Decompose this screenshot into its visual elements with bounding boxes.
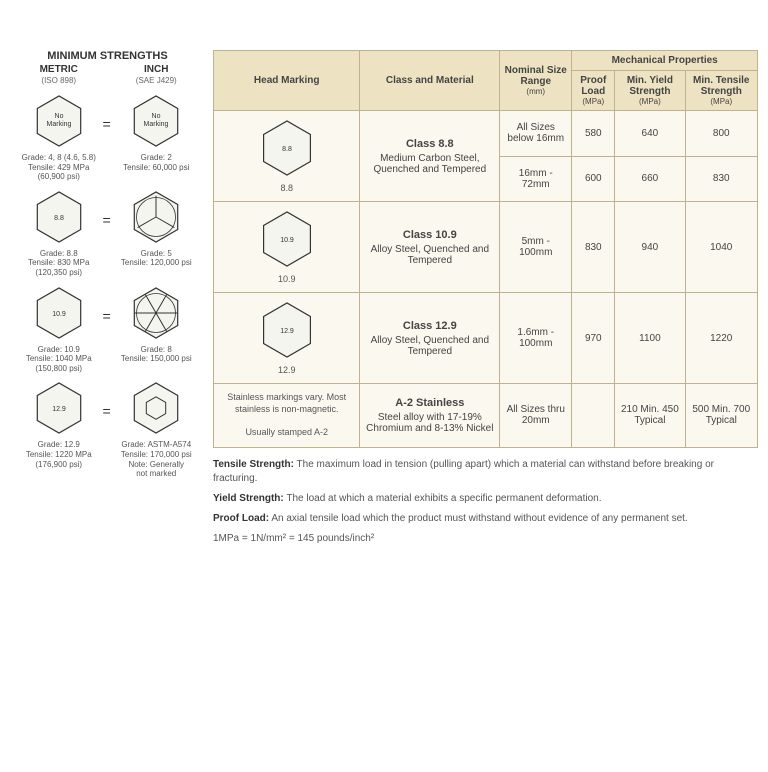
head-marking-cell: 8.88.8 [214, 111, 360, 202]
class-material-cell: Class 10.9Alloy Steel, Quenched and Temp… [360, 202, 500, 293]
table-row: 12.912.9Class 12.9Alloy Steel, Quenched … [214, 293, 758, 384]
yield-cell: 210 Min. 450 Typical [615, 384, 685, 448]
table-row: 10.910.9Class 10.9Alloy Steel, Quenched … [214, 202, 758, 293]
svg-text:8.8: 8.8 [282, 146, 292, 153]
size-cell: All Sizes below 16mm [500, 111, 572, 157]
main-table: Head Marking Class and Material Nominal … [213, 50, 758, 448]
svg-text:8.8: 8.8 [54, 215, 64, 222]
def-proof-text: An axial tensile load which the product … [269, 513, 688, 524]
svg-text:No: No [54, 113, 63, 120]
table-row: 8.88.8Class 8.8Medium Carbon Steel, Quen… [214, 111, 758, 157]
proof-cell: 600 [572, 156, 615, 202]
proof-cell: 830 [572, 202, 615, 293]
th-head-marking: Head Marking [214, 51, 360, 111]
head-marking-cell: 10.910.9 [214, 202, 360, 293]
def-tensile-label: Tensile Strength: [213, 459, 294, 470]
tensile-cell: 500 Min. 700 Typical [685, 384, 757, 448]
tensile-cell: 830 [685, 156, 757, 202]
inch-info: Grade: 5Tensile: 120,000 psi [108, 249, 206, 268]
hex-icon [129, 190, 183, 244]
metric-label: METRIC [40, 64, 78, 75]
definitions: Tensile Strength: The maximum load in te… [213, 458, 758, 546]
inch-sub: (SAE J429) [136, 76, 177, 85]
class-material-cell: Class 12.9Alloy Steel, Quenched and Temp… [360, 293, 500, 384]
inch-info: Grade: 2Tensile: 60,000 psi [108, 153, 206, 172]
def-yield-label: Yield Strength: [213, 493, 284, 504]
head-marking-note: Stainless markings vary. Most stainless … [214, 384, 360, 448]
size-cell: 5mm - 100mm [500, 202, 572, 293]
tensile-cell: 1220 [685, 293, 757, 384]
unit-headers: METRIC(ISO 898) INCH(SAE J429) [10, 64, 205, 86]
metric-sub: (ISO 898) [41, 76, 76, 85]
equiv-row: NoMarkingGrade: 4, 8 (4.6, 5.8)Tensile: … [10, 94, 205, 182]
def-yield-text: The load at which a material exhibits a … [284, 493, 602, 504]
th-tensile: Min. Tensile Strength(MPa) [685, 71, 757, 111]
metric-info: Grade: 12.9Tensile: 1220 MPa(176,900 psi… [10, 440, 108, 469]
inch-info: Grade: ASTM-A574Tensile: 170,000 psiNote… [108, 440, 206, 478]
hex-icon: 8.8 [258, 119, 316, 177]
class-material-cell: Class 8.8Medium Carbon Steel, Quenched a… [360, 111, 500, 202]
th-class-material: Class and Material [360, 51, 500, 111]
equiv-row: 10.9 Grade: 10.9Tensile: 1040 MPa(150,800… [10, 286, 205, 374]
head-marking-cell: 12.912.9 [214, 293, 360, 384]
class-material-cell: A-2 StainlessSteel alloy with 17-19% Chr… [360, 384, 500, 448]
th-mech: Mechanical Properties [572, 51, 758, 71]
proof-cell [572, 384, 615, 448]
size-cell: 16mm - 72mm [500, 156, 572, 202]
table-row: Stainless markings vary. Most stainless … [214, 384, 758, 448]
yield-cell: 940 [615, 202, 685, 293]
hex-icon: 10.9 [32, 286, 86, 340]
yield-cell: 660 [615, 156, 685, 202]
th-proof: Proof Load(MPa) [572, 71, 615, 111]
proof-cell: 580 [572, 111, 615, 157]
metric-info: Grade: 4, 8 (4.6, 5.8)Tensile: 429 MPa(6… [10, 153, 108, 182]
inch-label: INCH [144, 64, 168, 75]
min-strengths-title: MINIMUM STRENGTHS [10, 50, 205, 62]
left-column: MINIMUM STRENGTHS METRIC(ISO 898) INCH(S… [10, 50, 205, 552]
yield-cell: 640 [615, 111, 685, 157]
hex-icon: 8.8 [32, 190, 86, 244]
th-yield: Min. Yield Strength(MPa) [615, 71, 685, 111]
tensile-cell: 1040 [685, 202, 757, 293]
svg-text:Marking: Marking [144, 121, 169, 128]
svg-text:12.9: 12.9 [280, 328, 294, 335]
equiv-row: 8.8 Grade: 8.8Tensile: 830 MPa(120,350 ps… [10, 190, 205, 278]
inch-info: Grade: 8Tensile: 150,000 psi [108, 345, 206, 364]
equiv-row: 12.9 Grade: 12.9Tensile: 1220 MPa(176,900… [10, 381, 205, 478]
metric-info: Grade: 10.9Tensile: 1040 MPa(150,800 psi… [10, 345, 108, 374]
size-cell: All Sizes thru 20mm [500, 384, 572, 448]
tensile-cell: 800 [685, 111, 757, 157]
yield-cell: 1100 [615, 293, 685, 384]
hex-icon: 12.9 [258, 301, 316, 359]
size-cell: 1.6mm - 100mm [500, 293, 572, 384]
svg-text:No: No [152, 113, 161, 120]
hex-icon [129, 286, 183, 340]
hex-icon [129, 381, 183, 435]
def-proof-label: Proof Load: [213, 513, 269, 524]
svg-text:10.9: 10.9 [52, 311, 66, 318]
svg-text:10.9: 10.9 [280, 237, 294, 244]
hex-icon: NoMarking [129, 94, 183, 148]
metric-info: Grade: 8.8Tensile: 830 MPa(120,350 psi) [10, 249, 108, 278]
svg-text:Marking: Marking [46, 121, 71, 128]
proof-cell: 970 [572, 293, 615, 384]
svg-text:12.9: 12.9 [52, 406, 66, 413]
th-nominal: Nominal Size Range(mm) [500, 51, 572, 111]
hex-icon: NoMarking [32, 94, 86, 148]
hex-icon: 10.9 [258, 210, 316, 268]
hex-icon: 12.9 [32, 381, 86, 435]
right-column: Head Marking Class and Material Nominal … [213, 50, 758, 552]
def-conversion: 1MPa = 1N/mm² = 145 pounds/inch² [213, 532, 758, 546]
